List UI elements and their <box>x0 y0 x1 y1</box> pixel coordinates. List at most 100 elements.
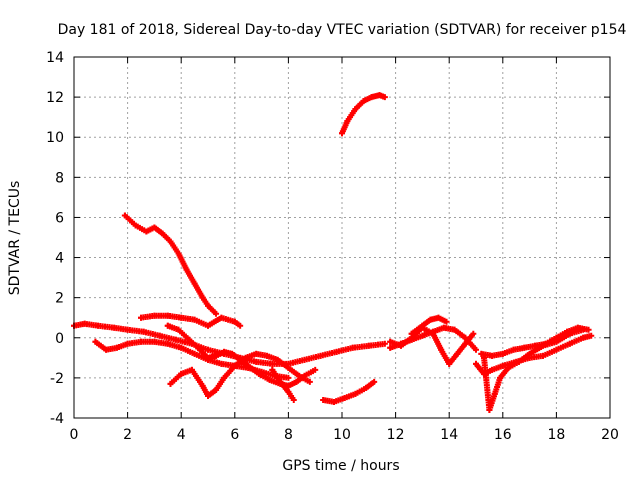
data-point <box>138 338 144 345</box>
data-point <box>341 394 348 401</box>
y-tick-label: 10 <box>46 130 64 146</box>
data-point <box>430 330 437 337</box>
data-point <box>164 312 171 319</box>
data-point <box>191 350 198 357</box>
data-point <box>164 340 171 347</box>
data-point <box>277 378 284 385</box>
data-point <box>111 324 118 331</box>
data-point <box>178 314 185 321</box>
data-point <box>470 330 477 337</box>
data-point <box>175 250 182 257</box>
data-point <box>132 222 139 229</box>
data-point <box>199 382 206 389</box>
data-point <box>553 334 560 341</box>
series-track-9 <box>320 378 378 405</box>
x-tick-label: 10 <box>333 427 351 443</box>
series-track-11 <box>387 324 477 367</box>
data-point <box>205 302 211 309</box>
data-point <box>381 340 388 347</box>
y-tick-label: 8 <box>55 170 64 186</box>
data-point <box>140 328 147 335</box>
data-point <box>515 358 522 365</box>
data-point <box>440 324 447 331</box>
data-point <box>143 228 150 235</box>
data-point <box>510 346 517 353</box>
x-axis-title: GPS time / hours <box>282 458 399 474</box>
x-tick-label: 6 <box>230 427 239 443</box>
data-point <box>253 358 260 365</box>
data-point <box>269 360 276 367</box>
data-point <box>585 326 592 333</box>
y-tick-label: -4 <box>50 411 64 427</box>
data-point <box>229 350 236 357</box>
data-layer <box>71 92 595 413</box>
data-point <box>531 342 538 349</box>
data-point <box>285 388 292 395</box>
data-point <box>266 376 273 383</box>
data-point <box>245 362 252 369</box>
data-point <box>290 396 297 403</box>
data-point <box>387 344 394 351</box>
data-point <box>205 346 211 353</box>
data-point <box>191 280 198 287</box>
x-tick-label: 20 <box>601 427 619 443</box>
series-track-12 <box>408 314 450 337</box>
data-point <box>408 330 415 337</box>
data-point <box>352 106 359 113</box>
data-point <box>255 370 262 377</box>
data-point <box>205 392 211 399</box>
data-point <box>231 318 238 325</box>
data-point <box>199 294 206 301</box>
data-point <box>296 372 303 379</box>
data-point <box>285 374 292 381</box>
chart-title: Day 181 of 2018, Sidereal Day-to-day VTE… <box>58 22 627 38</box>
data-point <box>499 350 506 357</box>
data-point <box>242 354 249 361</box>
data-point <box>478 350 485 357</box>
data-point <box>213 386 220 393</box>
data-point <box>301 356 308 363</box>
data-point <box>175 326 182 333</box>
data-point <box>435 314 442 321</box>
data-point <box>526 350 533 357</box>
x-tick-label: 14 <box>440 427 458 443</box>
data-point <box>320 396 327 403</box>
data-point <box>191 316 198 323</box>
x-tick-label: 0 <box>70 427 79 443</box>
data-point <box>124 340 131 347</box>
data-point <box>92 338 99 345</box>
data-point <box>349 344 356 351</box>
data-point <box>213 352 220 359</box>
data-point <box>397 342 404 349</box>
data-point <box>95 322 102 329</box>
data-point <box>138 314 144 321</box>
y-tick-label: -2 <box>50 371 64 387</box>
data-point <box>205 322 211 329</box>
data-point <box>451 326 458 333</box>
data-point <box>360 98 367 105</box>
x-axis: 0 2 4 6 8 10 12 14 16 18 20 <box>70 57 619 443</box>
data-point <box>178 370 185 377</box>
data-point <box>205 354 211 361</box>
y-axis-title: SDTVAR / TECUs <box>7 181 23 296</box>
y-tick-label: 0 <box>55 331 64 347</box>
data-point <box>438 346 445 353</box>
series-track-4 <box>92 338 292 381</box>
data-point <box>167 380 174 387</box>
data-point <box>427 316 434 323</box>
data-point <box>542 340 549 347</box>
data-point <box>151 312 158 319</box>
data-point <box>285 364 292 371</box>
data-point <box>443 318 450 325</box>
y-tick-label: 14 <box>46 50 64 66</box>
data-point <box>352 390 359 397</box>
data-point <box>368 94 375 101</box>
data-point <box>113 344 120 351</box>
data-point <box>274 356 281 363</box>
data-point <box>363 384 370 391</box>
data-point <box>167 238 174 245</box>
data-point <box>371 378 378 385</box>
series-track-7 <box>167 350 313 399</box>
